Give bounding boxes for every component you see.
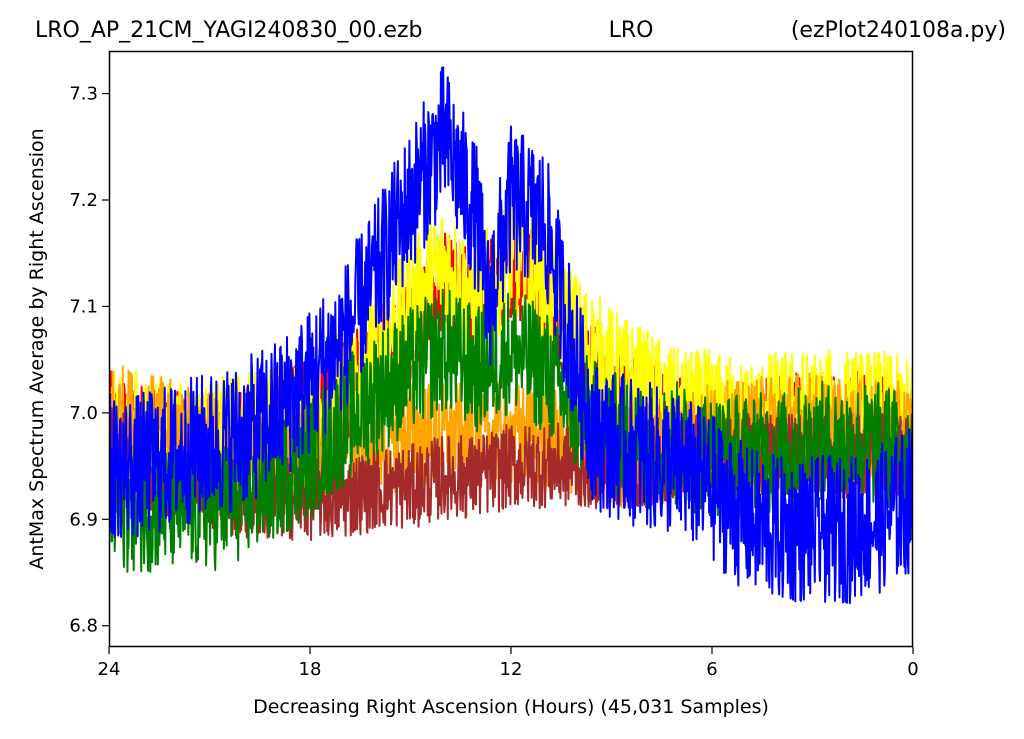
chart-title: LRO_AP_21CM_YAGI240830_00.ezb LRO (ezPlo… [35,18,1006,43]
y-axis-label: AntMax Spectrum Average by Right Ascensi… [26,128,48,569]
x-axis: 24 18 12 6 0 [98,647,919,680]
series-line-6 [109,66,913,605]
y-tick-label: 7.2 [69,190,98,211]
x-tick-label: 18 [299,659,322,680]
x-tick-label: 0 [907,659,918,680]
y-tick-label: 6.8 [69,616,98,637]
x-tick-label: 6 [706,659,717,680]
chart-title-center: LRO [609,18,654,43]
y-tick-label: 6.9 [69,509,98,530]
x-axis-label: Decreasing Right Ascension (Hours) (45,0… [253,696,769,718]
x-tick-label: 12 [500,659,523,680]
series-layer [109,66,913,605]
x-tick-label: 24 [98,659,121,680]
y-tick-label: 7.1 [69,296,98,317]
y-axis: 6.8 6.9 7.0 7.1 7.2 7.3 [69,84,109,637]
plot-frame [108,50,914,648]
chart-title-left: LRO_AP_21CM_YAGI240830_00.ezb [35,18,422,43]
y-tick-label: 7.0 [69,403,98,424]
y-tick-label: 7.3 [69,84,98,105]
chart-title-right: (ezPlot240108a.py) [791,18,1006,43]
